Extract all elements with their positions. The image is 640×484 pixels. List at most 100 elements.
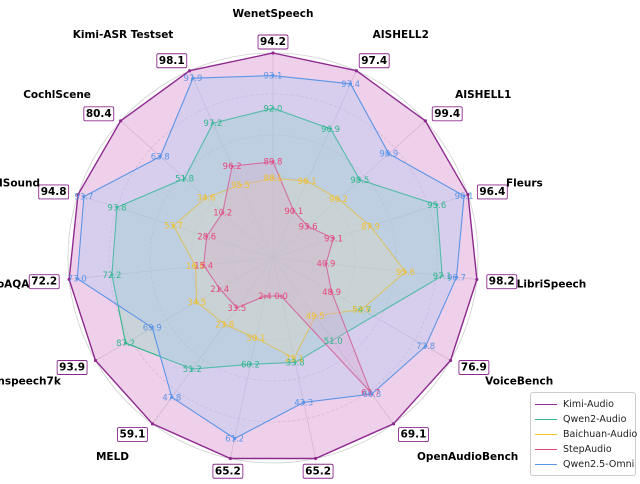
data-point-baichuan-audio-voicebench xyxy=(360,307,364,311)
max-value-box xyxy=(83,106,115,122)
legend-item-qwen2-audio: Qwen2-Audio xyxy=(535,412,631,427)
max-value-box xyxy=(56,360,88,375)
max-label-aishell2: 97.4 xyxy=(358,53,390,69)
data-point-stepaudio-vocalsound xyxy=(205,234,209,239)
value-label-stepaudio-openaudiobench: 63.7 xyxy=(361,388,380,398)
value-label-qwen2-audio-clothoaqa: 72.2 xyxy=(102,271,121,281)
value-label-baichuan-audio-aishell1: 96.2 xyxy=(329,195,348,205)
axis-label-fleurs: Fleurs xyxy=(506,177,543,189)
max-label-fleurs: 96.4 xyxy=(476,184,508,200)
data-point-qwen2-audio-vocalsound xyxy=(115,205,119,209)
value-label-qwen2-5-omni-aishell1: 98.9 xyxy=(379,150,398,160)
max-label-kimi-asr-testset: 98.1 xyxy=(156,53,188,69)
value-label-stepaudio-mmau: 2.4 xyxy=(258,292,272,302)
value-label-baichuan-audio-kimi-asr-testset: 95.5 xyxy=(231,181,250,191)
value-label-qwen2-audio-openaudiobench: 51.0 xyxy=(324,337,343,347)
axis-label-librispeech: LibriSpeech xyxy=(517,279,587,291)
data-point-qwen2-5-omni-aishell1 xyxy=(387,152,391,156)
axis-label-voicebench: VoiceBench xyxy=(485,376,553,388)
data-point-qwen2-5-omni-tut2017 xyxy=(302,400,306,404)
series-area-qwen2-5-omni xyxy=(76,75,465,440)
axis-label-meld: MELD xyxy=(96,451,129,463)
value-label-qwen2-5-omni-librispeech: 96.7 xyxy=(447,273,466,283)
grid-spoke-aishell2 xyxy=(272,70,357,259)
value-label-qwen2-5-omni-cochlscene: 63.8 xyxy=(151,152,170,162)
max-value-box xyxy=(212,463,244,479)
series-area-stepaudio xyxy=(203,161,372,393)
max-value-box xyxy=(117,427,148,443)
value-label-stepaudio-librispeech: 40.9 xyxy=(317,260,336,270)
data-point-stepaudio-librispeech xyxy=(324,261,328,266)
legend-swatch xyxy=(535,404,557,405)
max-label-tut2017: 65.2 xyxy=(302,463,334,479)
data-point-qwen2-audio-clothoaqa xyxy=(110,273,114,277)
data-point-qwen2-5-omni-kimi-asr-testset xyxy=(191,76,195,80)
data-point-stepaudio-aishell1 xyxy=(306,224,310,229)
axis-label-aishell2: AISHELL2 xyxy=(373,29,429,41)
value-label-baichuan-audio-voicebench: 52.6 xyxy=(352,305,371,315)
max-value-box xyxy=(458,360,490,375)
data-point-kimi-audio-openaudiobench xyxy=(391,422,396,426)
legend-item-baichuan-audio: Baichuan-Audio xyxy=(535,427,637,442)
data-point-qwen2-5-omni-cochlscene xyxy=(158,154,162,159)
axis-label-aishell1: AISHELL1 xyxy=(455,89,511,101)
max-value-text: 96.4 xyxy=(479,186,505,198)
max-value-text: 72.2 xyxy=(31,276,57,288)
legend-label: Baichuan-Audio xyxy=(563,429,638,440)
max-label-openaudiobench: 69.1 xyxy=(398,427,429,443)
axis-label-kimi-asr-testset: Kimi-ASR Testset xyxy=(73,29,174,41)
value-label-baichuan-audio-clothoaqa: 16.6 xyxy=(186,262,205,272)
max-label-cochlscene: 80.4 xyxy=(83,106,115,122)
value-label-baichuan-audio-tut2017: 21.1 xyxy=(285,354,304,364)
max-value-box xyxy=(257,34,289,50)
value-label-baichuan-audio-librispeech: 95.6 xyxy=(396,268,415,278)
value-label-baichuan-audio-wenetspeech: 88.1 xyxy=(264,174,283,184)
data-point-kimi-audio-mmau xyxy=(228,456,232,461)
data-point-qwen2-audio-wenetspeech xyxy=(271,106,275,110)
axis-label-clothoaqa: ClothoAQA xyxy=(0,279,30,291)
value-label-qwen2-audio-aishell2: 96.9 xyxy=(321,125,340,135)
value-label-stepaudio-nonspeech7k: 21.4 xyxy=(210,285,229,295)
value-label-stepaudio-wenetspeech: 89.8 xyxy=(264,158,283,168)
data-point-stepaudio-nonspeech7k xyxy=(218,287,222,291)
data-point-qwen2-5-omni-meld xyxy=(170,395,174,399)
data-point-kimi-audio-aishell1 xyxy=(423,119,427,123)
max-value-text: 99.4 xyxy=(434,108,460,120)
data-point-baichuan-audio-openaudiobench xyxy=(313,314,317,318)
grid-spoke-aishell1 xyxy=(272,120,426,259)
max-label-wenetspeech: 94.2 xyxy=(257,34,289,50)
max-value-text: 80.4 xyxy=(86,108,112,120)
max-value-box xyxy=(28,274,60,290)
max-label-meld: 59.1 xyxy=(117,427,148,443)
axis-labels: 94.2WenetSpeech97.4AISHELL299.4AISHELL19… xyxy=(0,8,587,479)
value-label-baichuan-audio-mmau: 50.1 xyxy=(246,334,265,344)
data-point-qwen2-audio-mmau xyxy=(248,362,253,366)
max-value-text: 98.1 xyxy=(159,55,185,67)
grid-spoke-kimi-asr-testset xyxy=(189,70,274,259)
value-label-qwen2-audio-cochlscene: 51.8 xyxy=(175,174,194,184)
max-label-librispeech: 98.2 xyxy=(486,274,518,290)
data-point-kimi-audio-clothoaqa xyxy=(67,277,71,282)
data-point-baichuan-audio-kimi-asr-testset xyxy=(238,183,243,187)
data-point-baichuan-audio-tut2017 xyxy=(292,356,296,360)
legend-item-kimi-audio: Kimi-Audio xyxy=(535,397,631,412)
data-point-qwen2-5-omni-voicebench xyxy=(424,344,428,348)
data-point-kimi-audio-fleurs xyxy=(466,193,470,197)
value-label-baichuan-audio-openaudiobench: 49.5 xyxy=(306,312,325,322)
data-point-baichuan-audio-cochlscene xyxy=(204,196,208,200)
data-point-kimi-audio-voicebench xyxy=(448,358,453,363)
max-value-text: 65.2 xyxy=(305,465,331,477)
data-point-baichuan-audio-mmau xyxy=(254,336,258,340)
value-label-baichuan-audio-aishell2: 96.1 xyxy=(298,177,317,187)
value-label-qwen2-5-omni-mmau: 61.2 xyxy=(225,434,244,444)
data-point-baichuan-audio-aishell2 xyxy=(305,179,309,183)
axis-label-openaudiobench: OpenAudioBench xyxy=(417,451,518,463)
legend-label: StepAudio xyxy=(563,444,612,455)
max-value-box xyxy=(358,53,390,69)
data-point-stepaudio-mmau xyxy=(263,294,267,298)
value-label-baichuan-audio-vocalsound: 53.7 xyxy=(164,222,183,232)
series-area-qwen2-audio xyxy=(111,107,443,370)
max-value-text: 97.4 xyxy=(361,55,387,67)
max-value-box xyxy=(302,463,334,479)
